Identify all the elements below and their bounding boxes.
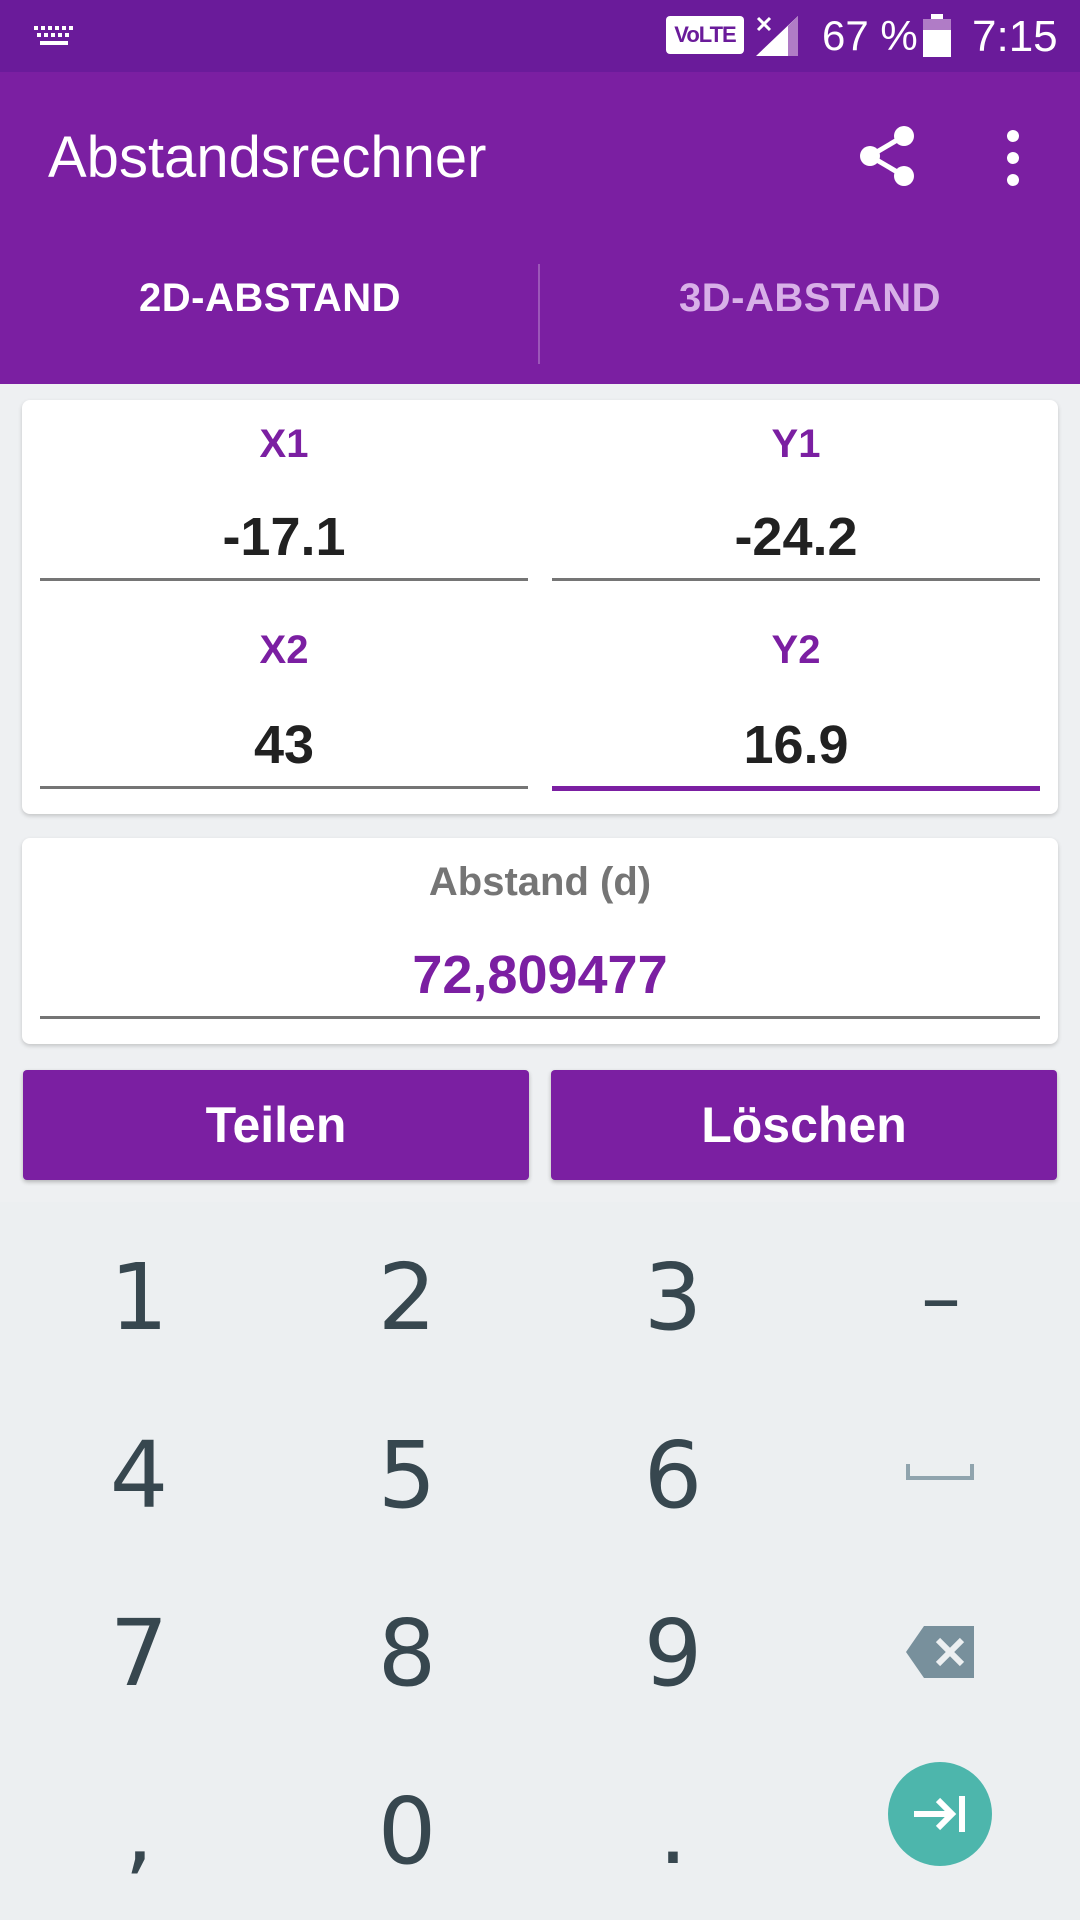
x1-input[interactable]: -17.1 — [222, 507, 346, 567]
keyboard-icon — [34, 26, 73, 45]
x2-underline — [40, 786, 528, 789]
key-7[interactable]: 7 — [109, 1600, 169, 1707]
key-5[interactable]: 5 — [377, 1422, 437, 1529]
key-3[interactable]: 3 — [643, 1244, 703, 1351]
key-9[interactable]: 9 — [643, 1600, 703, 1707]
x2-input[interactable]: 43 — [253, 715, 315, 775]
y2-underline-active — [552, 786, 1040, 791]
x1-label: X1 — [259, 422, 309, 466]
battery-icon — [923, 14, 951, 57]
result-card: Abstand (d) 72,809477 — [22, 838, 1058, 1044]
volte-badge: VoLTE — [666, 16, 744, 54]
tab-3d-distance[interactable]: 3D-ABSTAND — [678, 276, 942, 320]
y1-underline — [552, 578, 1040, 581]
key-8[interactable]: 8 — [377, 1600, 437, 1707]
next-field-icon — [914, 1796, 965, 1832]
key-minus[interactable]: – — [921, 1251, 961, 1344]
clock: 7:15 — [972, 12, 1058, 61]
key-6[interactable]: 6 — [643, 1422, 703, 1529]
y1-input[interactable]: -24.2 — [734, 507, 858, 567]
share-icon[interactable] — [856, 124, 920, 188]
next-field-button[interactable] — [888, 1762, 992, 1866]
key-comma[interactable]: , — [124, 1778, 154, 1885]
share-button[interactable]: Teilen — [23, 1070, 529, 1180]
battery-percentage: 67 % — [822, 12, 918, 59]
distance-value: 72,809477 — [412, 945, 668, 1005]
clear-button[interactable]: Löschen — [551, 1070, 1057, 1180]
more-vert-icon[interactable] — [998, 128, 1028, 188]
backspace-icon[interactable] — [904, 1624, 976, 1680]
distance-underline — [40, 1016, 1040, 1019]
tab-2d-distance[interactable]: 2D-ABSTAND — [138, 276, 402, 320]
y1-label: Y1 — [771, 422, 821, 466]
y2-input[interactable]: 16.9 — [743, 715, 849, 775]
tab-divider — [538, 264, 540, 364]
x2-label: X2 — [259, 628, 309, 672]
y2-label: Y2 — [771, 628, 821, 672]
key-period[interactable]: . — [658, 1778, 688, 1885]
key-0[interactable]: 0 — [377, 1778, 437, 1885]
status-bar: VoLTE 67 % 7:15 — [0, 0, 1080, 72]
app-title: Abstandsrechner — [48, 125, 487, 190]
x1-underline — [40, 578, 528, 581]
app-bar: Abstandsrechner 2D-ABSTAND 3D-ABSTAND — [0, 72, 1080, 384]
key-2[interactable]: 2 — [377, 1244, 437, 1351]
key-1[interactable]: 1 — [109, 1244, 169, 1351]
key-4[interactable]: 4 — [109, 1422, 169, 1529]
space-icon[interactable] — [906, 1464, 974, 1480]
distance-label: Abstand (d) — [428, 860, 652, 904]
coordinates-card: X1 -17.1 Y1 -24.2 X2 43 Y2 16.9 — [22, 400, 1058, 814]
signal-icon — [756, 16, 798, 56]
